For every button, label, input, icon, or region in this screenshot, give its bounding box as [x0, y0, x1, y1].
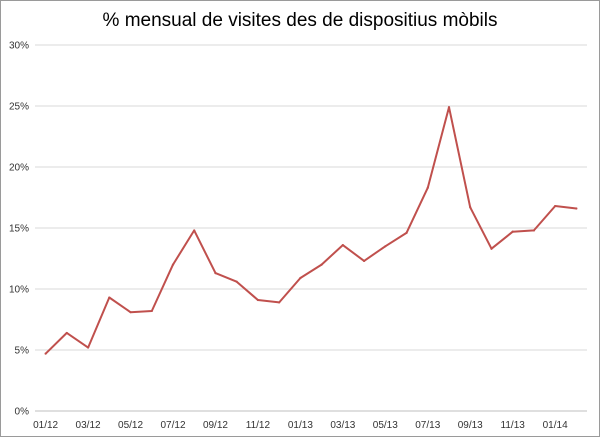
gridlines [35, 44, 587, 351]
x-tick-label: 11/12 [246, 420, 271, 431]
x-tick-label: 07/12 [160, 420, 185, 431]
data-point [469, 206, 472, 209]
data-point [490, 247, 493, 250]
x-tick-label: 11/13 [501, 420, 526, 431]
series-layer [44, 106, 578, 355]
data-point [299, 276, 302, 280]
data-point [150, 309, 153, 313]
data-point [511, 230, 514, 233]
data-point [384, 245, 387, 248]
y-tick-label: 5% [15, 346, 30, 357]
data-point [65, 331, 68, 335]
data-point [129, 311, 132, 314]
y-tick-label: 20% [9, 163, 29, 174]
data-point [193, 229, 196, 232]
data-point [426, 186, 429, 189]
x-tick-labels: 01/12 03/12 05/12 07/12 09/12 11/12 01/13 03/13… [33, 420, 568, 431]
data-point [532, 229, 536, 232]
x-tick-label: 05/12 [118, 420, 143, 431]
data-point [575, 207, 578, 210]
data-point [447, 106, 451, 109]
data-point [214, 272, 217, 275]
x-tick-label: 05/13 [373, 420, 398, 431]
x-tick-label: 07/13 [415, 420, 440, 431]
data-point [362, 259, 366, 263]
y-tick-label: 0% [15, 407, 30, 418]
y-tick-label: 15% [9, 224, 29, 235]
x-tick-label: 09/12 [203, 420, 228, 431]
data-point [320, 263, 323, 266]
data-point [171, 263, 175, 266]
chart-title: % mensual de visites des de dispositius … [102, 10, 498, 31]
series-line [44, 106, 577, 355]
data-point [405, 231, 408, 234]
x-tick-label: 03/13 [330, 420, 355, 431]
x-tick-label: 01/13 [288, 420, 313, 431]
data-point [256, 298, 260, 302]
x-tick-label: 03/12 [76, 420, 101, 431]
x-tick-label: 01/12 [33, 420, 58, 431]
y-tick-label: 25% [9, 102, 29, 113]
y-tick-label: 10% [9, 285, 29, 296]
y-tick-labels: 0% 5% 10% 15% 20% 25% 30% [9, 41, 29, 418]
data-point [554, 204, 557, 208]
x-tick-label: 01/14 [543, 420, 568, 431]
x-tick-label: 09/13 [458, 420, 483, 431]
data-point [235, 280, 238, 283]
y-tick-label: 30% [9, 41, 29, 52]
data-point [86, 346, 90, 349]
data-point [341, 243, 344, 247]
data-point [44, 352, 47, 355]
data-point [278, 301, 281, 304]
data-point [108, 296, 111, 299]
